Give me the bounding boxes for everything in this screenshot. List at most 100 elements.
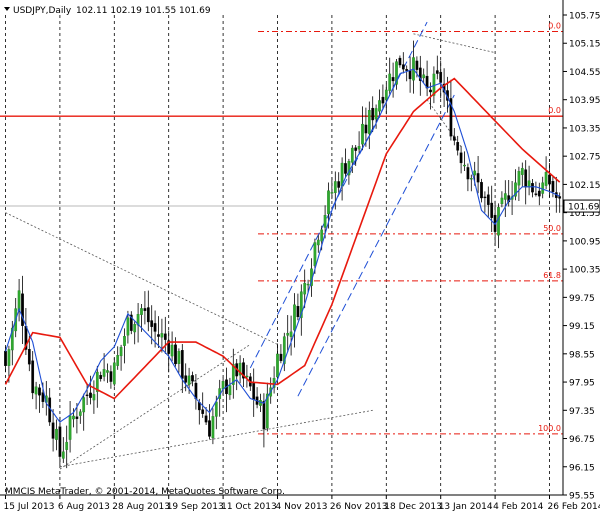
- candle-body: [177, 351, 181, 364]
- candle-body: [323, 214, 327, 228]
- candlestick: [78, 409, 82, 424]
- candlestick: [133, 321, 137, 345]
- candle-body: [384, 89, 388, 101]
- candlestick: [449, 79, 453, 141]
- candlestick: [340, 157, 344, 201]
- candlestick: [51, 409, 55, 452]
- dropdown-triangle-icon[interactable]: [4, 7, 10, 11]
- candlestick: [534, 181, 538, 197]
- candle-body: [452, 136, 456, 141]
- candle-body: [112, 362, 116, 385]
- candlestick: [405, 65, 409, 82]
- candle-body: [381, 96, 385, 104]
- time-tick-label: 19 Sep 2013: [167, 502, 224, 512]
- candle-body: [82, 397, 86, 413]
- candle-body: [180, 350, 184, 379]
- candlestick: [208, 404, 211, 440]
- candlestick: [350, 145, 354, 173]
- candle-body: [245, 375, 249, 378]
- candle-body: [350, 147, 354, 163]
- candlestick: [136, 302, 140, 343]
- candlestick: [109, 365, 113, 389]
- candlestick: [276, 343, 279, 381]
- moving-average-slow-line: [4, 77, 561, 400]
- candlestick: [112, 357, 116, 387]
- candle-body: [153, 323, 157, 332]
- candle-body: [133, 324, 137, 333]
- candlestick: [279, 344, 283, 364]
- candlestick: [146, 290, 150, 332]
- candle-body: [146, 307, 150, 323]
- price-tick-label: 96.75: [569, 435, 595, 445]
- candlestick: [459, 145, 463, 174]
- candlestick: [344, 148, 347, 177]
- candle-body: [7, 349, 11, 366]
- candle-body: [123, 336, 126, 346]
- candlestick: [544, 156, 548, 190]
- candle-body: [473, 170, 477, 176]
- candle-body: [191, 375, 194, 382]
- candlestick: [364, 107, 368, 147]
- candle-body: [354, 147, 358, 151]
- candlestick: [476, 156, 480, 194]
- candle-body: [320, 229, 324, 242]
- candlestick: [384, 83, 388, 115]
- candlestick: [391, 62, 395, 98]
- price-tick-label: 103.35: [569, 124, 600, 134]
- candlestick: [466, 163, 470, 192]
- time-tick-label: 13 Jan 2014: [439, 502, 493, 512]
- candlestick: [218, 379, 222, 417]
- candlestick: [425, 60, 429, 97]
- candle-body: [38, 387, 41, 396]
- candle-body: [303, 282, 307, 295]
- candle-body: [476, 173, 480, 183]
- candlestick: [388, 57, 392, 95]
- candle-body: [480, 182, 483, 199]
- candle-body: [524, 169, 528, 188]
- price-tick-label: 98.55: [569, 350, 595, 360]
- dotted-trendline: [413, 33, 496, 54]
- candlestick: [408, 56, 412, 93]
- candlestick: [286, 315, 290, 353]
- candlestick: [180, 344, 184, 394]
- candlestick: [306, 279, 310, 293]
- candlestick: [238, 355, 242, 384]
- candle-body: [163, 333, 167, 340]
- candlestick: [456, 135, 460, 156]
- candle-body: [10, 327, 14, 351]
- candle-body: [429, 89, 432, 93]
- grid-layer: [0, 15, 563, 495]
- candle-body: [170, 344, 174, 357]
- candle-body: [514, 182, 517, 197]
- candlestick: [177, 348, 181, 373]
- candlestick: [296, 293, 300, 321]
- channel-trendline: [297, 94, 455, 397]
- candlestick: [541, 176, 545, 199]
- candlestick: [401, 52, 405, 74]
- candlestick: [503, 180, 507, 217]
- candlestick: [89, 375, 92, 405]
- candle-body: [204, 415, 208, 423]
- candlestick: [490, 185, 494, 232]
- candle-body: [306, 283, 310, 286]
- candle-body: [58, 426, 62, 457]
- current-price-label: 101.69: [568, 203, 600, 213]
- candle-body: [456, 142, 460, 151]
- candlestick: [435, 55, 439, 80]
- candle-body: [89, 392, 92, 398]
- time-tick-label: 18 Dec 2013: [384, 502, 442, 512]
- candle-body: [228, 385, 232, 396]
- candle-body: [316, 239, 320, 246]
- candlestick: [194, 374, 198, 410]
- candle-body: [398, 57, 402, 66]
- candlestick: [395, 58, 398, 90]
- candlestick: [337, 172, 341, 194]
- candle-body: [160, 333, 164, 338]
- chart-header: USDJPY,Daily 102.11 102.19 101.55 101.69: [4, 6, 211, 16]
- candle-body: [357, 146, 361, 150]
- candle-body: [289, 331, 293, 337]
- candlestick: [463, 151, 466, 171]
- candlestick: [211, 408, 215, 445]
- candlestick: [157, 316, 160, 349]
- price-tick-label: 101.55: [569, 209, 600, 219]
